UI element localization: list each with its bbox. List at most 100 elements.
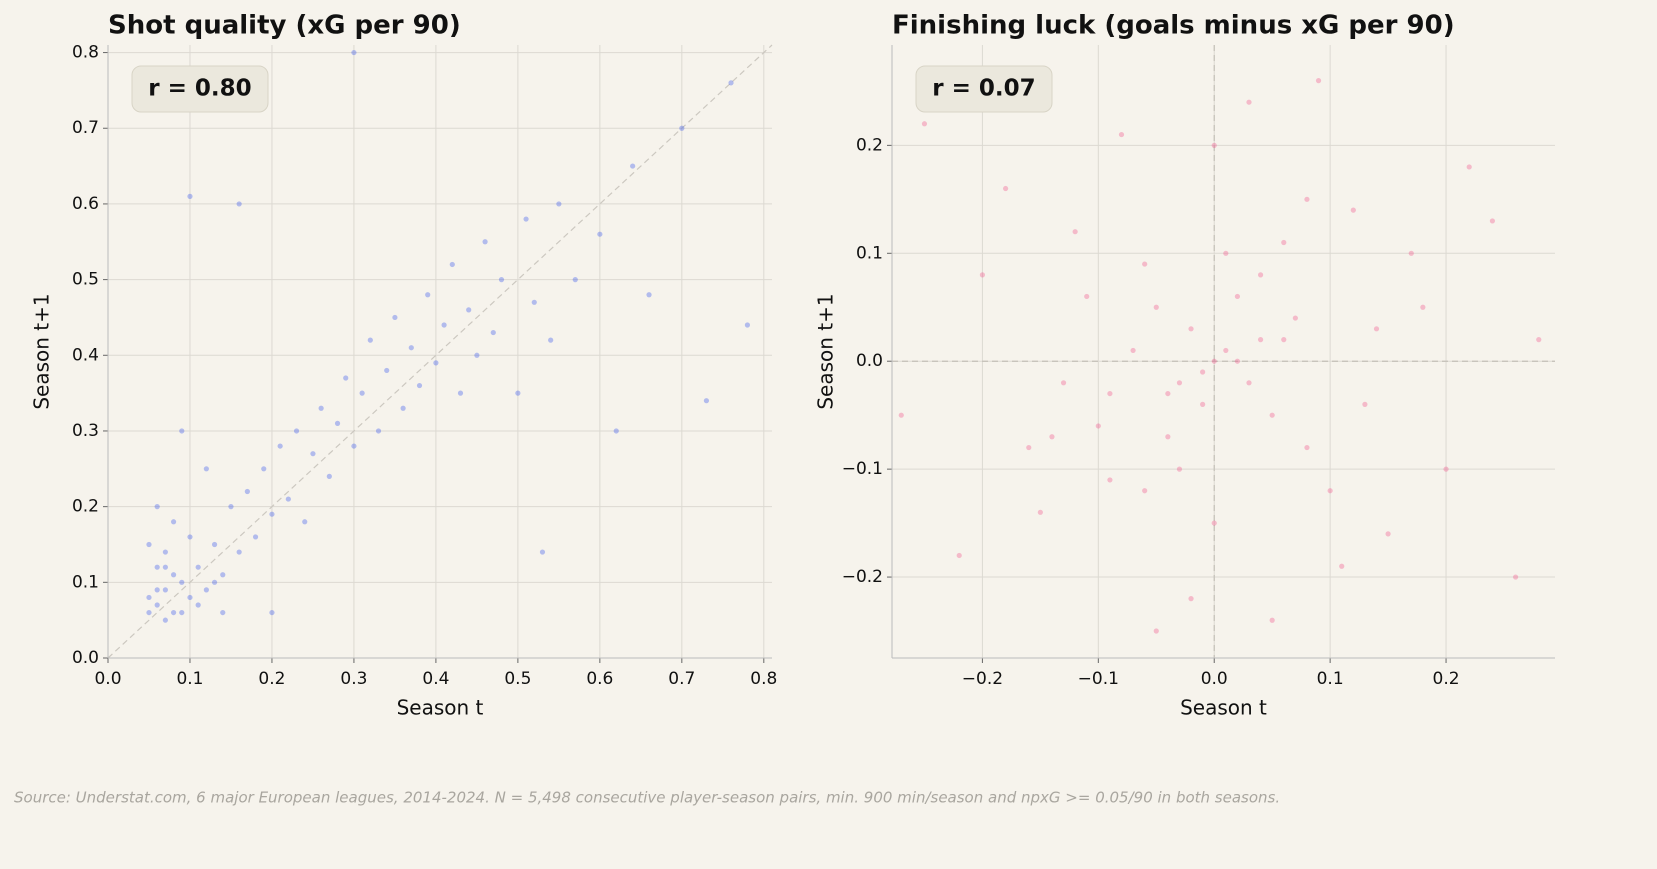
point — [490, 329, 496, 336]
point — [236, 201, 242, 207]
point — [1002, 185, 1009, 192]
y-tick-label: 0.5 — [72, 270, 99, 290]
point — [1165, 434, 1171, 440]
x-tick-label: 0.5 — [504, 669, 531, 689]
annotation-box — [915, 65, 1053, 113]
point — [613, 428, 619, 434]
point — [1246, 380, 1252, 386]
point — [1408, 250, 1414, 256]
point — [1536, 337, 1542, 343]
point — [367, 337, 373, 343]
point — [179, 609, 185, 616]
point — [1281, 239, 1287, 246]
point — [548, 337, 554, 343]
point — [1211, 520, 1217, 526]
point — [162, 587, 168, 593]
point — [326, 473, 332, 479]
point — [1107, 477, 1113, 483]
point — [703, 398, 710, 404]
chart-title: Finishing luck (goals minus xG per 90) — [892, 11, 1455, 41]
x-axis-label: Season t — [1180, 696, 1267, 720]
y-tick-label: 0.6 — [72, 194, 99, 214]
x-tick-label: 0.0 — [1201, 669, 1228, 689]
point — [228, 504, 234, 510]
point — [1026, 444, 1032, 451]
x-tick-label: −0.2 — [962, 669, 1003, 689]
point — [1188, 326, 1194, 332]
point — [277, 443, 283, 449]
point — [187, 594, 193, 601]
point — [195, 564, 201, 570]
y-axis-label: Season t+1 — [814, 293, 838, 409]
y-tick-label: 0.2 — [72, 497, 99, 517]
point — [359, 390, 365, 396]
point — [179, 579, 185, 585]
point — [1165, 390, 1171, 397]
point — [1176, 380, 1183, 386]
diagonal-reference — [107, 44, 773, 659]
point — [572, 277, 578, 283]
point — [1107, 390, 1113, 397]
point — [441, 322, 447, 328]
point — [1200, 401, 1206, 407]
point — [351, 443, 357, 449]
point — [318, 405, 324, 411]
point — [1269, 617, 1275, 623]
point — [482, 239, 488, 245]
y-axis-label: Season t+1 — [30, 293, 54, 409]
point — [1188, 596, 1194, 602]
point — [898, 412, 904, 418]
point — [1489, 218, 1496, 224]
point — [1466, 164, 1472, 170]
point — [285, 496, 291, 502]
point — [979, 272, 986, 278]
point — [170, 572, 177, 578]
point — [1385, 531, 1391, 537]
y-tick-label: 0.0 — [856, 351, 883, 371]
point — [261, 466, 267, 472]
point — [154, 602, 160, 608]
point — [170, 609, 177, 616]
point — [211, 579, 218, 585]
x-tick-label: 0.6 — [586, 669, 613, 689]
point — [1223, 347, 1229, 354]
point — [1350, 207, 1356, 213]
point — [416, 382, 423, 389]
point — [179, 428, 185, 434]
point — [334, 420, 341, 426]
point — [679, 125, 685, 131]
point — [375, 428, 382, 434]
point — [170, 519, 177, 525]
point — [236, 549, 242, 555]
point — [203, 587, 209, 593]
point — [1373, 326, 1380, 332]
point — [1211, 142, 1217, 148]
point — [220, 609, 226, 616]
point — [1095, 423, 1101, 429]
point — [154, 564, 160, 570]
point — [187, 534, 193, 540]
point — [1153, 304, 1159, 310]
point — [425, 292, 431, 298]
point — [302, 519, 308, 525]
y-tick-label: 0.0 — [72, 648, 99, 668]
y-tick-label: 0.8 — [72, 43, 99, 63]
point — [162, 564, 168, 570]
point — [1269, 412, 1275, 418]
point — [597, 231, 603, 237]
point — [1257, 337, 1264, 343]
point — [351, 49, 357, 56]
point — [384, 367, 390, 374]
point — [531, 299, 537, 305]
y-tick-label: 0.7 — [72, 118, 99, 138]
y-tick-label: 0.3 — [72, 421, 99, 441]
point — [1118, 131, 1125, 138]
point — [293, 428, 300, 434]
point — [1234, 358, 1241, 364]
point — [1037, 509, 1043, 515]
point — [146, 594, 152, 601]
point — [154, 504, 160, 510]
point — [1153, 628, 1159, 634]
point — [630, 163, 636, 169]
